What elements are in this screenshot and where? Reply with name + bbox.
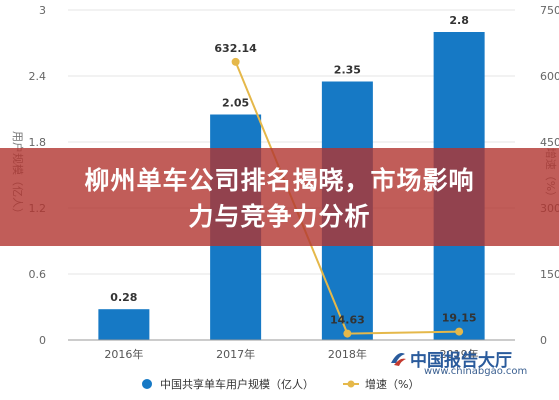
- bar-data-label: 0.28: [110, 291, 137, 304]
- line-data-label: 19.15: [442, 312, 477, 325]
- article-title: 柳州单车公司排名揭晓，市场影响 力与竞争力分析: [20, 163, 539, 235]
- legend-label-line: 增速（%）: [365, 377, 419, 391]
- article-title-line-1: 柳州单车公司排名揭晓，市场影响: [84, 166, 475, 195]
- legend-marker-dot: [347, 380, 355, 388]
- y-left-tick-label: 0: [39, 334, 46, 347]
- y-left-tick-label: 3: [39, 4, 46, 17]
- x-tick-label: 2016年: [104, 347, 143, 361]
- report-hall-logo-icon: [391, 353, 406, 366]
- line-point: [343, 329, 352, 338]
- legend-label-bars: 中国共享单车用户规模（亿人）: [160, 377, 314, 391]
- article-title-line-2: 力与竞争力分析: [188, 202, 371, 231]
- bar: [98, 309, 150, 340]
- legend-marker-bars: [142, 379, 152, 389]
- y-left-tick-label: 0.6: [29, 268, 47, 281]
- bar-data-label: 2.8: [449, 14, 469, 27]
- y-left-tick-label: 1.8: [29, 136, 47, 149]
- x-tick-label: 2017年: [216, 347, 255, 361]
- line-point: [231, 57, 240, 66]
- watermark-url: www.chinabgao.com: [424, 366, 528, 377]
- legend: 中国共享单车用户规模（亿人） 增速（%）: [142, 377, 419, 391]
- y-left-tick-label: 2.4: [29, 70, 47, 83]
- x-tick-label: 2018年: [328, 347, 367, 361]
- y-right-tick-label: 150: [540, 268, 559, 281]
- y-right-tick-label: 450: [540, 136, 559, 149]
- watermark-name: 中国报告大厅: [410, 351, 512, 371]
- x-tick-label: 2019年: [440, 347, 479, 361]
- line-point: [455, 327, 464, 336]
- y-right-tick-label: 750: [540, 4, 559, 17]
- bar-data-label: 2.05: [222, 97, 249, 110]
- y-right-tick-label: 600: [540, 70, 559, 83]
- bar-data-label: 2.35: [334, 64, 361, 77]
- line-data-label: 632.14: [214, 42, 257, 55]
- title-banner: [0, 148, 559, 246]
- y-right-tick-label: 0: [540, 334, 547, 347]
- line-data-label: 14.63: [330, 314, 365, 327]
